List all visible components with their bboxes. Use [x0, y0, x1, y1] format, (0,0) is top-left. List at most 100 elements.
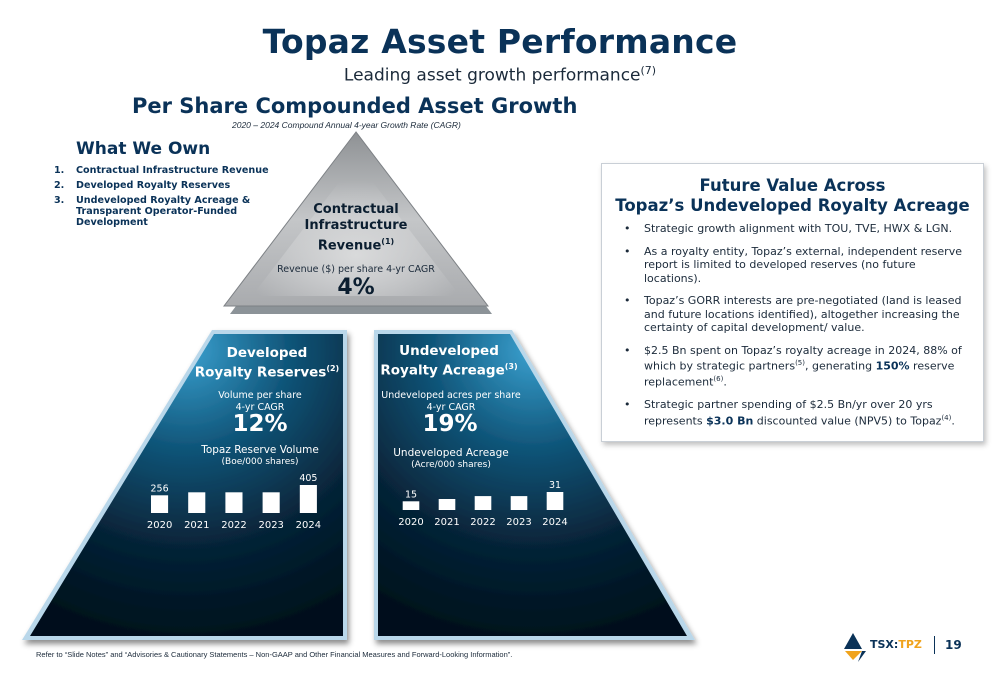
acreage-bar-2022: [474, 496, 492, 510]
reserve-tick-label: 2023: [258, 520, 283, 531]
right-chart-title: Undeveloped Acreage (Acre/000 shares): [370, 447, 532, 471]
list-item: 3. Undeveloped Royalty Acreage & Transpar…: [54, 195, 274, 228]
top-title-line1: Contractual: [313, 202, 399, 217]
logo-facet: [844, 633, 862, 649]
right-metric-label: Undeveloped acres per share 4-yr CAGR: [375, 390, 527, 414]
top-triangle-title: Contractual Infrastructure Revenue(1): [286, 202, 426, 254]
bullet-text: Strategic partner spending of $2.5 Bn/yr…: [644, 398, 933, 428]
left-chart-title: Topaz Reserve Volume (Boe/000 shares): [170, 444, 350, 468]
right-chart-title-text: Undeveloped Acreage: [393, 447, 509, 459]
reserve-data-label: 405: [299, 473, 317, 484]
right-panel-title: Undeveloped Royalty Acreage(3): [370, 343, 528, 379]
bullet-item: • Strategic partner spending of $2.5 Bn/y…: [622, 398, 974, 428]
bullet-item: • $2.5 Bn spent on Topaz’s royalty acreag…: [622, 344, 974, 390]
left-panel: [22, 330, 347, 640]
bullet-dot-icon: •: [624, 222, 631, 235]
left-metric-value: 12%: [232, 411, 288, 437]
bullet-footnote: (6): [713, 375, 724, 384]
page-title: Topaz Asset Performance: [262, 22, 738, 61]
footer-note: Refer to “Slide Notes” and “Advisories &…: [36, 650, 513, 659]
left-title-footnote: (2): [326, 364, 340, 373]
bullet-item: • Topaz’s GORR interests are pre-negotiat…: [622, 294, 974, 335]
acreage-bar-2023: [510, 496, 528, 510]
reserve-tick-label: 2021: [184, 520, 209, 531]
left-title-line2: Royalty Reserves: [194, 364, 327, 381]
reserve-bar-2023: [262, 492, 280, 513]
bullet-dot-icon: •: [624, 398, 631, 412]
subtitle-text: Leading asset growth performance: [343, 65, 641, 86]
bullet-text: .: [723, 375, 727, 389]
logo-facet-small: [858, 651, 866, 662]
right-metric-value: 19%: [422, 411, 478, 437]
reserve-bar-2022: [225, 492, 243, 513]
top-title-line3: Revenue: [317, 238, 382, 254]
list-item-text: Developed Royalty Reserves: [76, 180, 231, 191]
top-metric-value: 4%: [337, 275, 375, 300]
reserve-data-label: 256: [151, 483, 169, 494]
section-subheading: 2020 – 2024 Compound Annual 4-year Growt…: [232, 120, 461, 130]
reserve-tick-label: 2020: [147, 520, 172, 531]
right-title-line1: Undeveloped: [399, 343, 499, 359]
acreage-tick-label: 2022: [470, 517, 495, 528]
page-separator: [934, 636, 935, 654]
bullet-text: Strategic growth alignment with TOU, TVE…: [644, 222, 953, 235]
bullet-text: As a royalty entity, Topaz’s external, i…: [644, 244, 962, 285]
bullet-item: • Strategic growth alignment with TOU, TV…: [622, 222, 974, 236]
right-metric-label-line1: Undeveloped acres per share: [381, 390, 521, 401]
logo-facet-accent: [845, 651, 862, 660]
top-metric-label: Revenue ($) per share 4-yr CAGR: [277, 264, 435, 275]
left-panel-face: [30, 334, 343, 636]
ticker-label: TSX:TPZ: [870, 638, 922, 651]
future-value-bullets: • Strategic growth alignment with TOU, TV…: [622, 222, 974, 437]
bullet-text: discounted value (NPV5) to Topaz: [753, 414, 942, 428]
reserve-volume-chart: 2020 256 2021 2022 2023 2024 405: [147, 473, 321, 531]
acreage-tick-label: 2021: [434, 517, 459, 528]
section-heading: Per Share Compounded Asset Growth: [132, 94, 578, 118]
bullet-footnote: (4): [941, 413, 952, 422]
acreage-data-label: 15: [405, 489, 417, 500]
left-chart-title-text: Topaz Reserve Volume: [201, 444, 319, 456]
list-item-text: Contractual Infrastructure Revenue: [76, 165, 269, 176]
left-panel-title: Developed Royalty Reserves(2): [178, 345, 356, 381]
future-value-title: Future Value Across Topaz’s Undeveloped …: [601, 176, 984, 216]
bullet-text: $2.5 Bn spent on Topaz’s royalty acreage…: [644, 343, 962, 373]
left-metric-label-line1: Volume per share: [218, 390, 302, 401]
acreage-tick-label: 2023: [506, 517, 531, 528]
top-title-footnote: (1): [381, 237, 395, 246]
bullet-dot-icon: •: [624, 343, 631, 357]
right-panel-face: [378, 334, 687, 636]
ticker-prefix: TSX:: [870, 638, 899, 651]
list-number: 1.: [54, 165, 65, 176]
list-item: 2. Developed Royalty Reserves: [54, 180, 274, 191]
reserve-bar-2021: [188, 492, 206, 513]
left-title-line1: Developed: [226, 345, 308, 361]
bullet-footnote: (5): [795, 359, 805, 367]
reserve-tick-label: 2022: [221, 520, 246, 531]
list-number: 3.: [54, 195, 65, 206]
bullet-text: .: [951, 414, 955, 428]
acreage-data-label: 31: [549, 480, 561, 491]
left-metric-label: Volume per share 4-yr CAGR: [190, 390, 330, 414]
list-item: 1. Contractual Infrastructure Revenue: [54, 165, 274, 176]
bullet-dot-icon: •: [624, 294, 631, 307]
top-triangle-highlight: [252, 160, 460, 296]
right-title-footnote: (3): [504, 362, 518, 371]
page-subtitle: Leading asset growth performance(7): [0, 64, 1000, 86]
reserve-tick-label: 2024: [296, 520, 321, 531]
page-number: 19: [945, 638, 962, 652]
bullet-dot-icon: •: [624, 244, 631, 258]
right-metric-label-line2: 4-yr CAGR: [426, 402, 476, 413]
top-triangle: [222, 131, 492, 314]
undeveloped-acreage-chart: 2020 15 2021 2022 2023 2024 31: [398, 480, 567, 528]
acreage-bar-2020: [402, 501, 420, 510]
topaz-logo-icon: [844, 633, 866, 662]
left-metric-label-line2: 4-yr CAGR: [235, 402, 285, 413]
ticker-symbol: TPZ: [898, 638, 922, 651]
bullet-text: Topaz’s GORR interests are pre-negotiate…: [644, 294, 962, 334]
list-item-text: Undeveloped Royalty Acreage & Transparen…: [76, 195, 251, 228]
acreage-bar-2021: [438, 499, 456, 510]
acreage-bar-2024: [546, 492, 564, 510]
bullet-highlight: 150%: [875, 359, 910, 373]
future-title-line1: Future Value Across: [699, 176, 886, 195]
